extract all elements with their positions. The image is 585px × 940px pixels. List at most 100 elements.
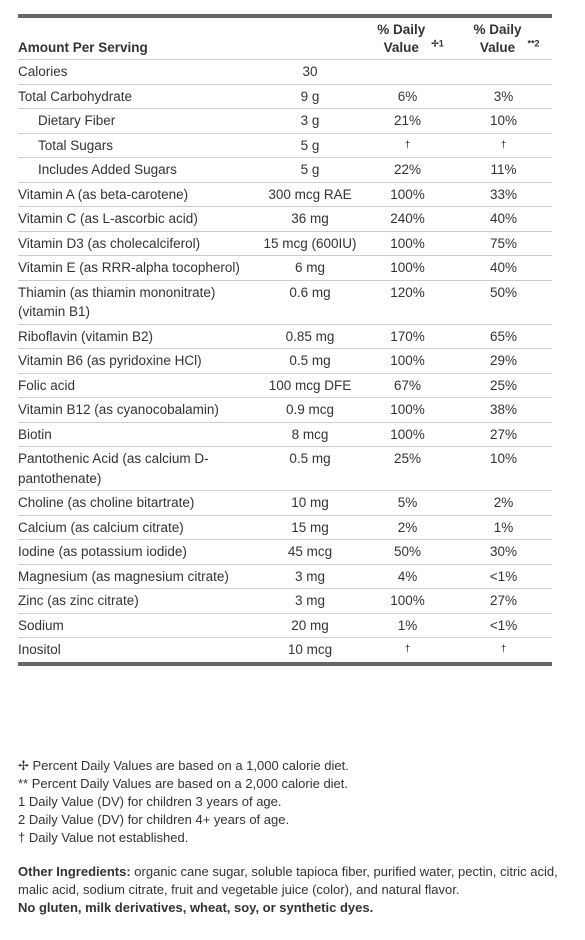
nutrient-amount: 3 g <box>260 108 360 134</box>
nutrient-row: Vitamin C (as L-ascorbic acid) 36 mg 240% 4… <box>18 206 552 232</box>
nutrient-row: Iodine (as potassium iodide) 45 mcg 50% 30% <box>18 539 552 565</box>
nutrient-amount: 0.9 mcg <box>260 397 360 423</box>
nutrient-dv1: 22% <box>360 157 455 183</box>
nutrient-name: Zinc (as zinc citrate) <box>18 588 260 614</box>
nutrient-row: Choline (as choline bitartrate) 10 mg 5% 2% <box>18 490 552 516</box>
dv1-header: % Daily Value ✢1 <box>360 16 455 60</box>
nutrient-dv1: 25% <box>360 446 455 491</box>
dv2-mark: **2 <box>527 38 540 49</box>
nutrient-amount: 15 mcg (600IU) <box>260 231 360 256</box>
nutrient-dv1: 1% <box>360 613 455 638</box>
nutrient-dv1: 21% <box>360 108 455 134</box>
nutrient-dv2: † <box>455 133 552 158</box>
footnote: ** Percent Daily Values are based on a 2… <box>18 776 349 791</box>
nutrient-name: Total Carbohydrate <box>18 84 260 109</box>
nutrient-dv1: 100% <box>360 588 455 614</box>
nutrient-row: Vitamin D3 (as cholecalciferol) 15 mcg (6… <box>18 231 552 256</box>
nutrient-name: Includes Added Sugars <box>18 157 260 183</box>
nutrient-name: Riboflavin (vitamin B2) <box>18 324 260 349</box>
nutrient-name: Vitamin B6 (as pyridoxine HCl) <box>18 348 260 374</box>
other-label: Other Ingredients: <box>18 864 131 879</box>
nutrient-row: Inositol 10 mcg † † <box>18 637 552 664</box>
nutrient-row: Total Carbohydrate 9 g 6% 3% <box>18 84 552 109</box>
nutrient-row: Calcium (as calcium citrate) 15 mg 2% 1% <box>18 515 552 540</box>
nutrient-amount: 0.5 mg <box>260 446 360 491</box>
other-text: organic cane sugar, soluble tapioca fibe… <box>18 864 558 897</box>
nutrient-amount: 100 mcg DFE <box>260 373 360 398</box>
nutrient-name: Sodium <box>18 613 260 638</box>
nutrient-dv2: 27% <box>455 588 552 614</box>
nutrient-name: Calories <box>18 59 260 85</box>
nutrient-row: Vitamin B6 (as pyridoxine HCl) 0.5 mg 100%… <box>18 348 552 374</box>
nutrient-dv1: 50% <box>360 539 455 565</box>
nutrient-dv2: 50% <box>455 280 552 325</box>
dv1-label: % Daily Value <box>377 22 426 55</box>
nutrient-dv2: 65% <box>455 324 552 349</box>
nutrient-dv2: 25% <box>455 373 552 398</box>
nutrient-name: Magnesium (as magnesium citrate) <box>18 564 260 589</box>
nutrient-dv1: 100% <box>360 255 455 281</box>
nutrient-dv1: 100% <box>360 348 455 374</box>
nutrient-dv2: † <box>455 637 552 664</box>
nutrient-amount: 9 g <box>260 84 360 109</box>
nutrient-name: Vitamin B12 (as cyanocobalamin) <box>18 397 260 423</box>
facts-table: Amount Per Serving % Daily Value ✢1 % Dai… <box>18 14 552 666</box>
nutrient-name: Calcium (as calcium citrate) <box>18 515 260 540</box>
nutrient-row: Zinc (as zinc citrate) 3 mg 100% 27% <box>18 588 552 614</box>
header-row: Amount Per Serving % Daily Value ✢1 % Dai… <box>18 16 552 60</box>
nutrient-row: Total Sugars 5 g † † <box>18 133 552 158</box>
nutrient-dv1: 120% <box>360 280 455 325</box>
nutrient-dv1: 100% <box>360 231 455 256</box>
nutrient-dv2: 30% <box>455 539 552 565</box>
nutrient-dv2: 11% <box>455 157 552 183</box>
dv2-label: % Daily Value <box>473 22 522 55</box>
nutrient-dv2: 40% <box>455 206 552 232</box>
nutrient-amount: 45 mcg <box>260 539 360 565</box>
nutrient-row: Magnesium (as magnesium citrate) 3 mg 4% <1… <box>18 564 552 589</box>
nutrient-row: Includes Added Sugars 5 g 22% 11% <box>18 157 552 183</box>
nutrient-row: Pantothenic Acid (as calcium D-pantothen… <box>18 446 552 491</box>
nutrient-dv1: 100% <box>360 397 455 423</box>
nutrient-row: Biotin 8 mcg 100% 27% <box>18 422 552 447</box>
nutrient-amount: 20 mg <box>260 613 360 638</box>
nutrient-amount: 0.85 mg <box>260 324 360 349</box>
nutrient-row: Vitamin A (as beta-carotene) 300 mcg RAE 1… <box>18 182 552 207</box>
nutrient-amount: 8 mcg <box>260 422 360 447</box>
dv2-header: % Daily Value **2 <box>455 16 552 60</box>
nutrient-dv2: <1% <box>455 564 552 589</box>
nutrient-dv2 <box>455 59 552 85</box>
nutrient-amount: 15 mg <box>260 515 360 540</box>
nutrient-amount: 10 mg <box>260 490 360 516</box>
nutrient-dv1: 240% <box>360 206 455 232</box>
nutrient-name: Total Sugars <box>18 133 260 158</box>
nutrient-row: Folic acid 100 mcg DFE 67% 25% <box>18 373 552 398</box>
nutrient-dv2: 10% <box>455 108 552 134</box>
nutrient-dv1: 100% <box>360 182 455 207</box>
nutrient-row: Calories 30 <box>18 59 552 85</box>
nutrient-amount: 0.6 mg <box>260 280 360 325</box>
other-ingredients: Other Ingredients: organic cane sugar, s… <box>18 863 558 899</box>
nutrient-row: Vitamin E (as RRR-alpha tocopherol) 6 mg 1… <box>18 255 552 281</box>
nutrient-dv1: 6% <box>360 84 455 109</box>
other-section: Other Ingredients: organic cane sugar, s… <box>18 863 558 917</box>
nutrient-name: Folic acid <box>18 373 260 398</box>
nutrient-dv1: 2% <box>360 515 455 540</box>
nutrient-name: Iodine (as potassium iodide) <box>18 539 260 565</box>
nutrient-row: Thiamin (as thiamin mononitrate) (vitami… <box>18 280 552 325</box>
footnote: 2 Daily Value (DV) for children 4+ years… <box>18 812 290 827</box>
nutrient-amount: 5 g <box>260 157 360 183</box>
nutrient-name: Thiamin (as thiamin mononitrate) (vitami… <box>18 280 260 325</box>
dv1-mark: ✢1 <box>431 38 444 49</box>
allergen: No gluten, milk derivatives, wheat, soy,… <box>18 900 374 915</box>
nutrient-row: Sodium 20 mg 1% <1% <box>18 613 552 638</box>
footnote: ✢ Percent Daily Values are based on a 1,… <box>18 758 349 773</box>
nutrient-dv1 <box>360 59 455 85</box>
nutrient-name: Biotin <box>18 422 260 447</box>
nutrient-name: Pantothenic Acid (as calcium D-pantothen… <box>18 446 260 491</box>
footnotes: ✢ Percent Daily Values are based on a 1,… <box>18 757 558 847</box>
nutrient-dv2: 75% <box>455 231 552 256</box>
nutrient-dv1: 170% <box>360 324 455 349</box>
nutrient-name: Choline (as choline bitartrate) <box>18 490 260 516</box>
nutrient-dv2: 29% <box>455 348 552 374</box>
